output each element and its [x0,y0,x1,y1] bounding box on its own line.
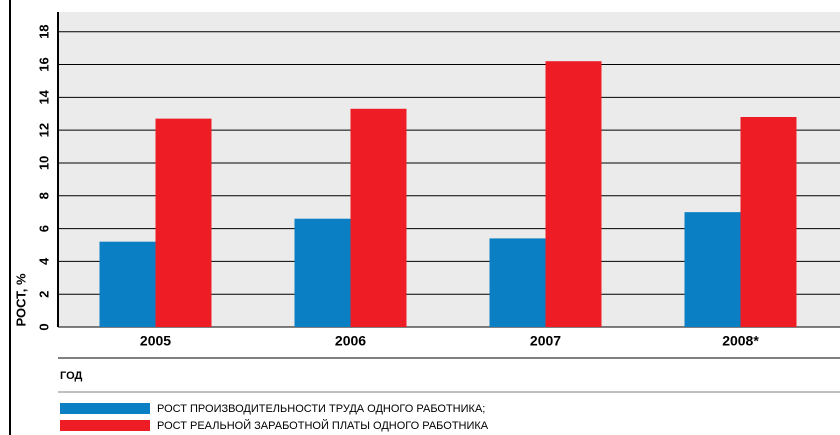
bar [294,218,351,327]
legend-swatch [60,420,150,431]
bar [545,61,602,327]
x-tick-label: 2005 [140,333,171,349]
bar [489,238,546,327]
bar [740,117,797,327]
legend-swatch [60,403,150,414]
x-tick-label: 2007 [530,333,561,349]
y-tick-label: 10 [36,156,51,170]
y-tick-label: 6 [36,225,51,232]
bar [684,212,741,327]
y-tick-label: 16 [36,57,51,71]
y-tick-label: 4 [36,257,51,265]
legend-label: РОСТ ПРОИЗВОДИТЕЛЬНОСТИ ТРУДА ОДНОГО РАБ… [157,403,485,415]
y-axis-label: РОСТ, % [13,273,28,327]
y-tick-label: 8 [36,192,51,199]
x-tick-label: 2006 [335,333,366,349]
bar [155,118,212,327]
x-tick-label: 2008* [722,333,759,349]
y-tick-label: 2 [36,291,51,298]
y-tick-label: 0 [36,323,51,330]
legend-label: РОСТ РЕАЛЬНОЙ ЗАРАБОТНОЙ ПЛАТЫ ОДНОГО РА… [157,419,489,432]
y-tick-label: 18 [36,24,51,38]
y-tick-label: 12 [36,123,51,137]
bar [99,241,156,327]
bar [350,108,407,327]
y-tick-label: 14 [36,89,51,104]
x-axis-label: ГОД [60,370,83,382]
